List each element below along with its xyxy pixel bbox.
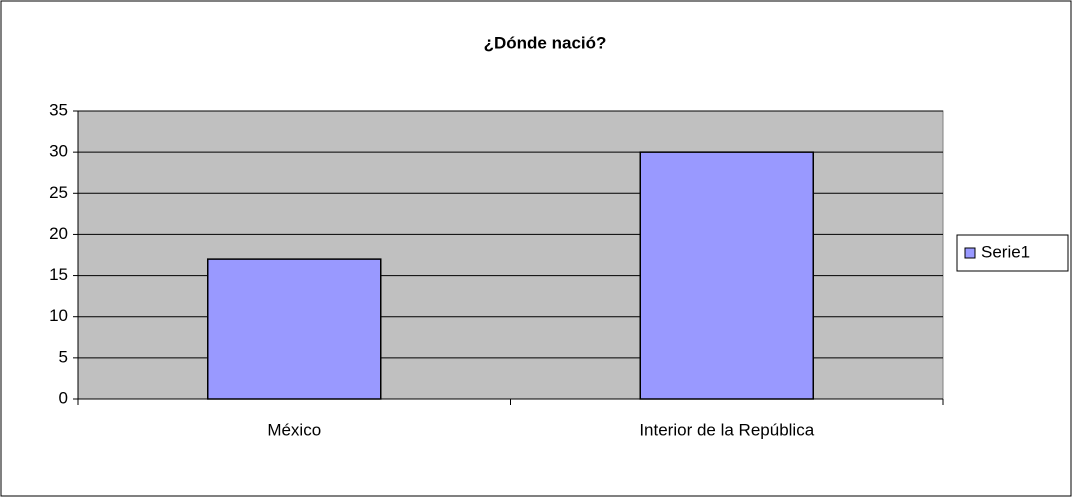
chart-title: ¿Dónde nació? bbox=[484, 33, 607, 52]
y-tick-label: 10 bbox=[49, 306, 68, 325]
y-tick-label: 15 bbox=[49, 265, 68, 284]
x-tick-label: México bbox=[267, 420, 321, 439]
y-tick-label: 0 bbox=[59, 388, 68, 407]
legend-label: Serie1 bbox=[981, 242, 1030, 261]
y-tick-label: 20 bbox=[49, 224, 68, 243]
x-tick-label: Interior de la República bbox=[639, 420, 814, 439]
y-tick-label: 25 bbox=[49, 183, 68, 202]
bar bbox=[207, 258, 382, 400]
y-tick-label: 35 bbox=[49, 100, 68, 119]
legend-swatch bbox=[964, 247, 976, 259]
y-tick-label: 5 bbox=[59, 347, 68, 366]
y-tick-label: 30 bbox=[49, 142, 68, 161]
bar bbox=[639, 151, 814, 400]
